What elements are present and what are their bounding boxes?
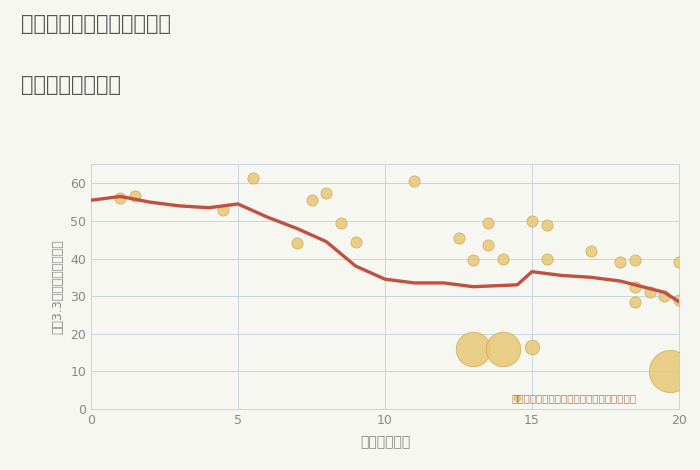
Point — [629, 283, 641, 290]
Point — [644, 289, 655, 296]
Point — [526, 217, 538, 225]
Text: 円の大きさは、取引のあった物件面積を示す: 円の大きさは、取引のあった物件面積を示す — [512, 393, 636, 403]
Point — [468, 345, 479, 352]
Point — [409, 178, 420, 185]
X-axis label: 駅距離（分）: 駅距離（分） — [360, 435, 410, 449]
Point — [115, 195, 126, 202]
Point — [497, 345, 508, 352]
Point — [291, 240, 302, 247]
Point — [497, 255, 508, 262]
Point — [350, 238, 361, 245]
Point — [321, 189, 332, 196]
Point — [218, 206, 229, 213]
Point — [247, 174, 258, 181]
Point — [541, 255, 552, 262]
Y-axis label: 坪（3.3㎡）単価（万円）: 坪（3.3㎡）単価（万円） — [52, 239, 64, 334]
Point — [673, 296, 685, 304]
Point — [526, 343, 538, 351]
Point — [629, 257, 641, 264]
Point — [659, 292, 670, 300]
Point — [673, 258, 685, 266]
Text: 神奈川県伊勢原市上平間の: 神奈川県伊勢原市上平間の — [21, 14, 171, 34]
Point — [306, 196, 317, 204]
Point — [453, 234, 464, 242]
Point — [482, 219, 493, 227]
Point — [482, 242, 493, 249]
Point — [468, 257, 479, 264]
Point — [335, 219, 346, 227]
Point — [615, 258, 626, 266]
Point — [130, 193, 141, 200]
Text: 駅距離別土地価格: 駅距離別土地価格 — [21, 75, 121, 95]
Point — [629, 298, 641, 306]
Point — [664, 368, 676, 375]
Point — [512, 394, 523, 401]
Point — [541, 221, 552, 228]
Point — [585, 247, 596, 255]
